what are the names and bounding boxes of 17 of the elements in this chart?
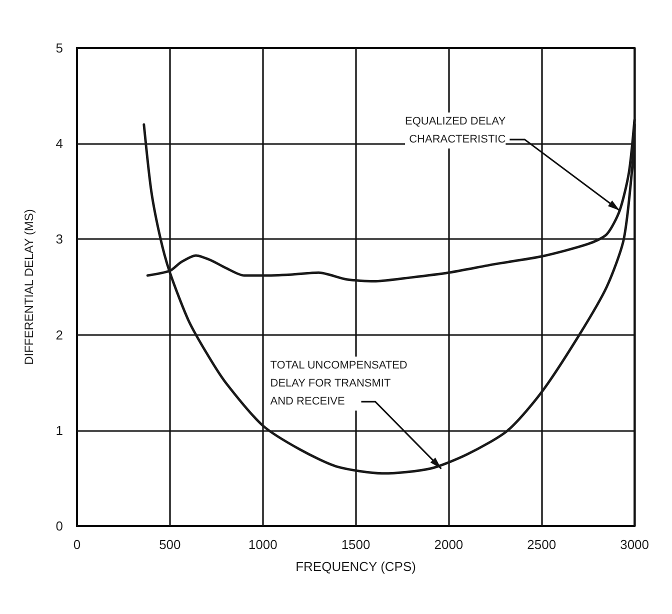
x-tick-label: 1500 [341, 537, 370, 552]
x-tick-label: 2000 [434, 537, 464, 552]
y-axis-title: DIFFERENTIAL DELAY (MS) [22, 209, 36, 365]
x-axis-title: FREQUENCY (CPS) [296, 559, 416, 574]
annotation: EQUALIZED DELAY CHARACTERISTIC [405, 116, 506, 146]
annotation: TOTAL UNCOMPENSATED DELAY FOR TRANSMIT AND RECEIVE [270, 360, 408, 408]
y-tick-label: 0 [56, 518, 63, 534]
x-tick-label: 500 [159, 537, 181, 552]
x-tick-label: 2500 [527, 537, 556, 552]
y-tick-label: 2 [56, 327, 63, 342]
y-tick-label: 4 [56, 136, 63, 152]
y-tick-label: 5 [56, 40, 63, 56]
y-tick-label: 1 [56, 422, 63, 438]
x-tick-label: 1000 [248, 537, 278, 552]
x-tick-label: 3000 [620, 537, 649, 552]
x-tick-label: 0 [73, 537, 81, 552]
y-tick-label: 3 [56, 232, 63, 247]
